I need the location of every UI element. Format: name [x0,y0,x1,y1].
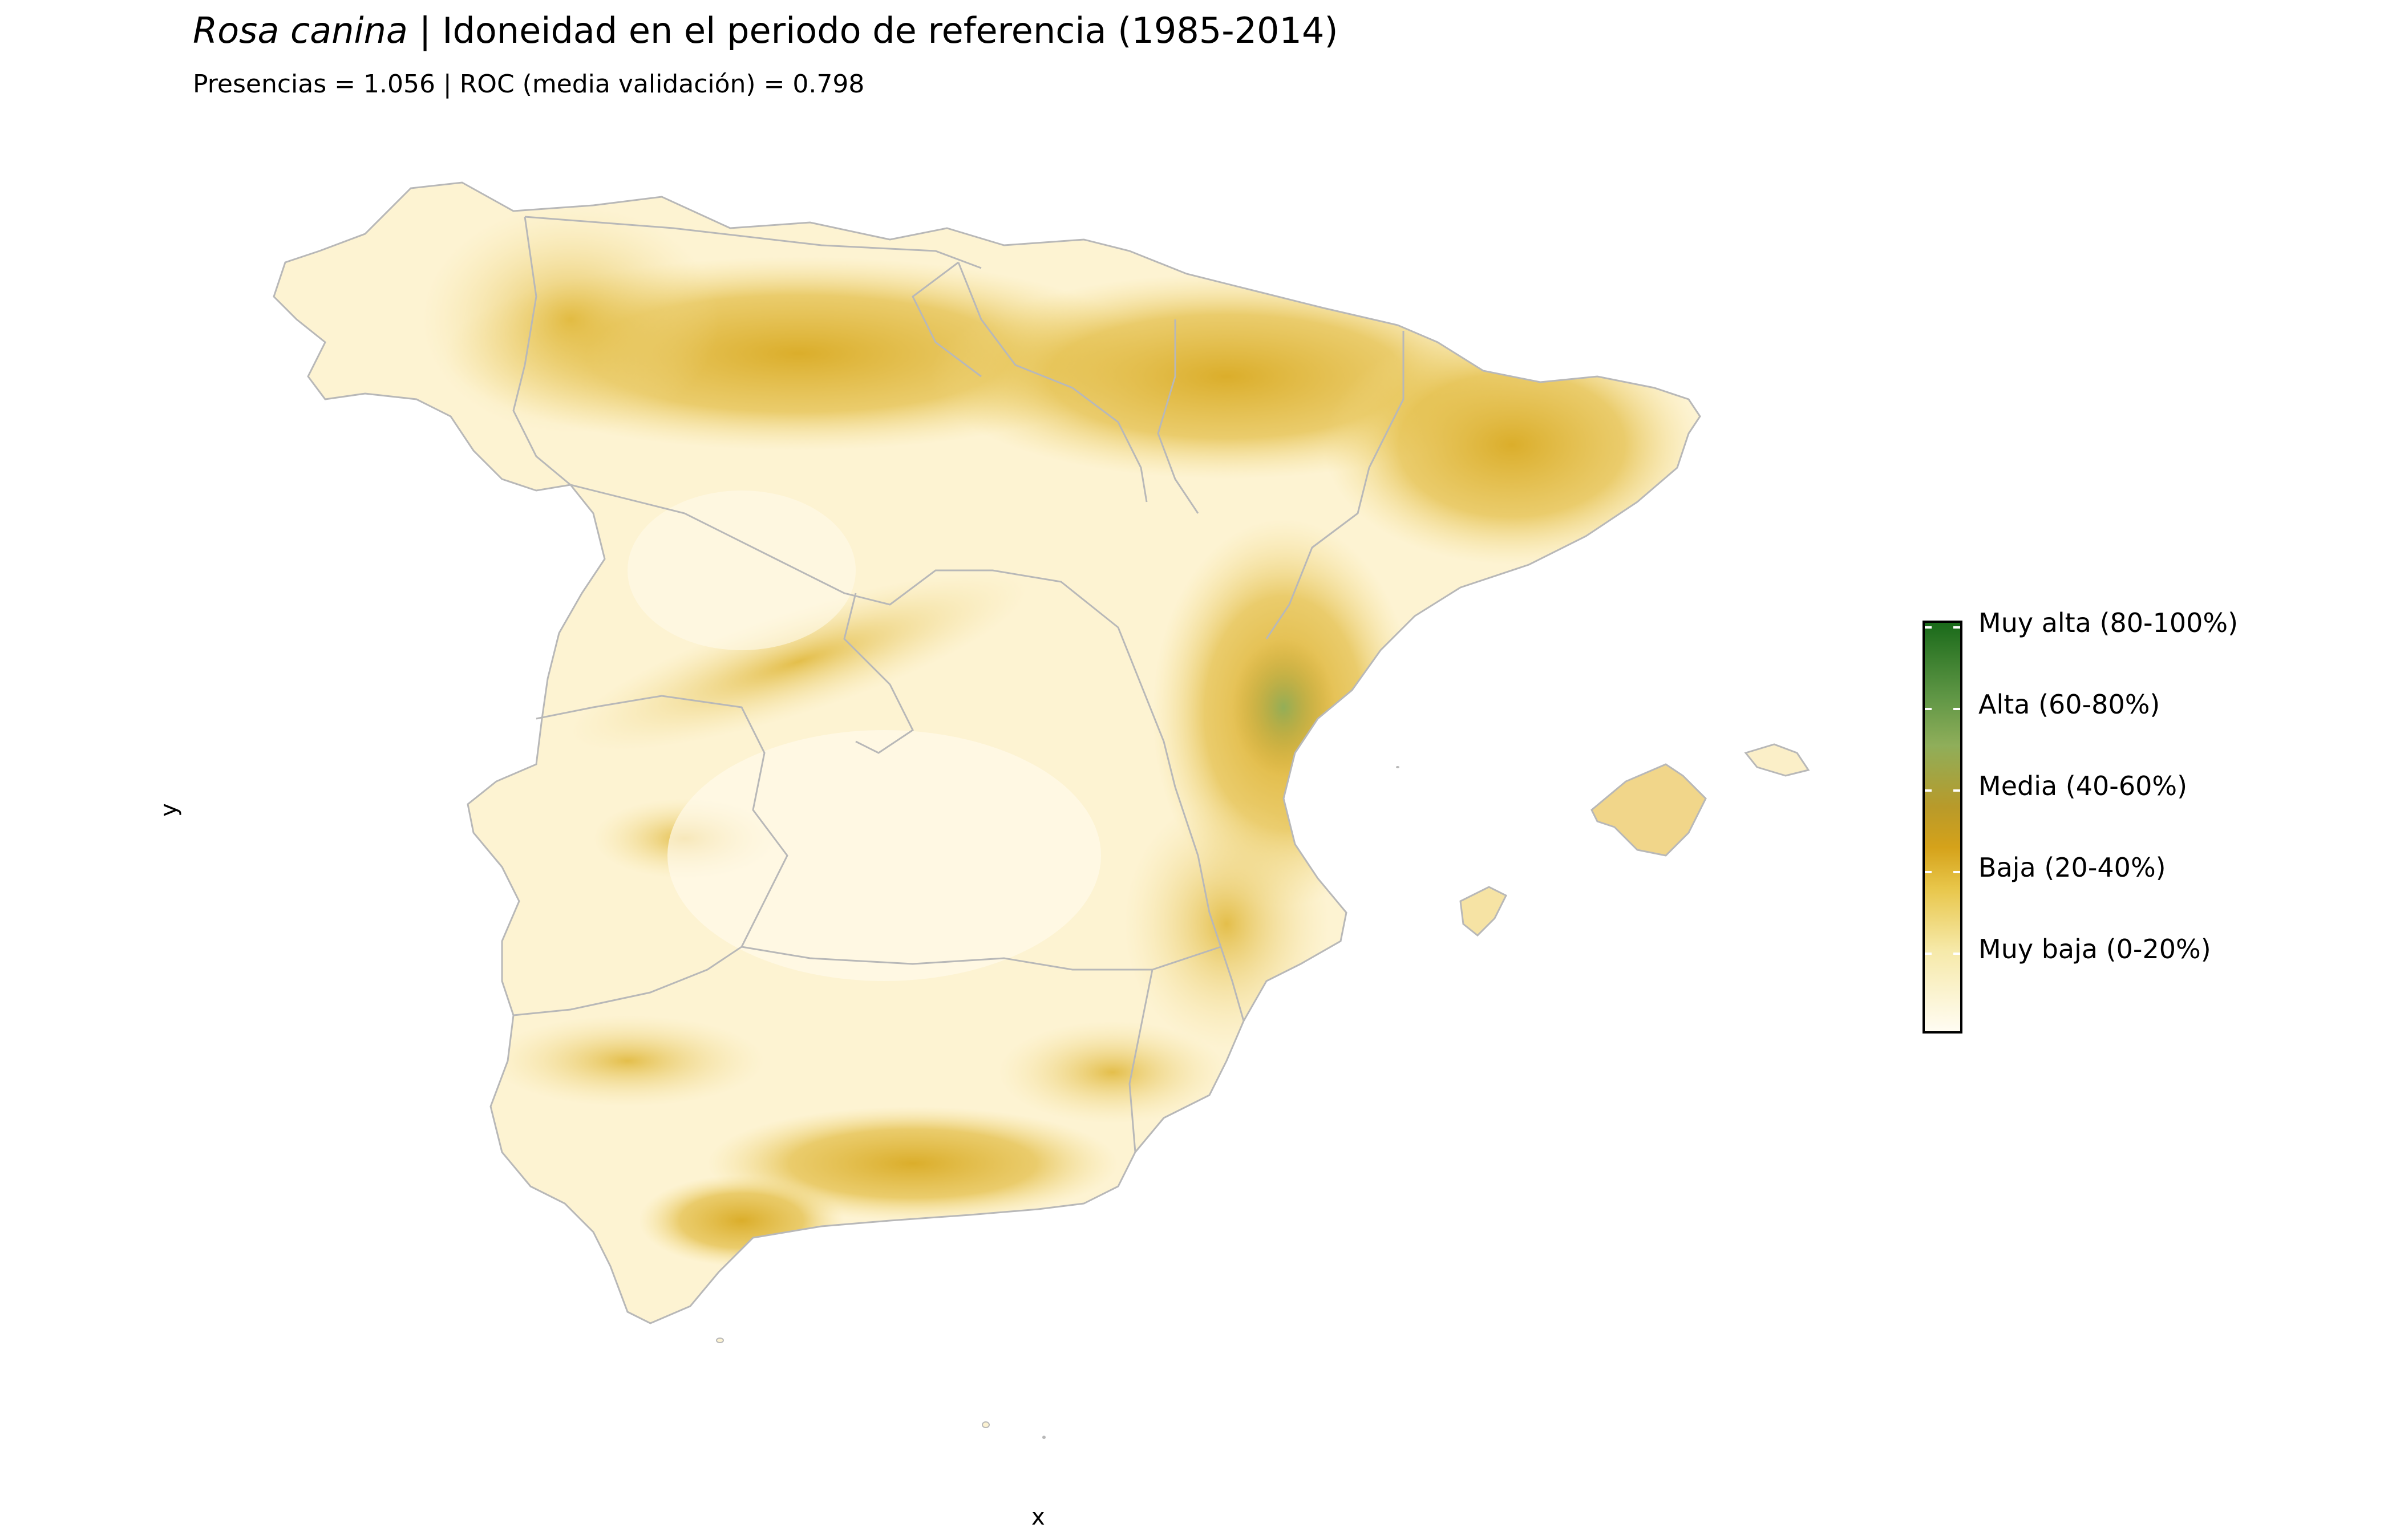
legend-tick-1r [1953,626,1960,629]
legend-label-muy-alta: Muy alta (80-100%) [1978,607,2239,638]
title-text: | Idoneidad en el periodo de referencia … [407,10,1338,51]
legend-tick-2r [1953,708,1960,710]
island-menorca [1744,743,1810,777]
legend-tick-5r [1953,953,1960,955]
title-species: Rosa canina [193,10,408,51]
legend-tick-4 [1925,871,1932,873]
legend-tick-5 [1925,953,1932,955]
map-subtitle: Presencias = 1.056 | ROC (media validaci… [193,70,865,99]
legend-label-alta: Alta (60-80%) [1978,689,2160,720]
island-mallorca [1590,763,1707,857]
legend-tick-3 [1925,789,1932,792]
islet-3 [1042,1436,1046,1439]
island-ibiza [1459,886,1508,937]
legend-tick-4r [1953,871,1960,873]
legend-label-baja: Baja (20-40%) [1978,852,2166,883]
legend-colorbar [1923,621,1962,1034]
islet-1 [716,1338,724,1343]
legend-tick-1 [1925,626,1932,629]
map-title: Rosa canina | Idoneidad en el periodo de… [193,8,1338,54]
region-borders [273,181,1701,1324]
x-axis-label: x [1031,1504,1045,1530]
legend-tick-2 [1925,708,1932,710]
islet-4 [1396,766,1399,768]
y-axis-label: y [155,803,182,817]
legend-tick-3r [1953,789,1960,792]
legend-label-muy-baja: Muy baja (0-20%) [1978,934,2211,964]
legend-label-media: Media (40-60%) [1978,771,2188,801]
islet-2 [982,1421,990,1428]
